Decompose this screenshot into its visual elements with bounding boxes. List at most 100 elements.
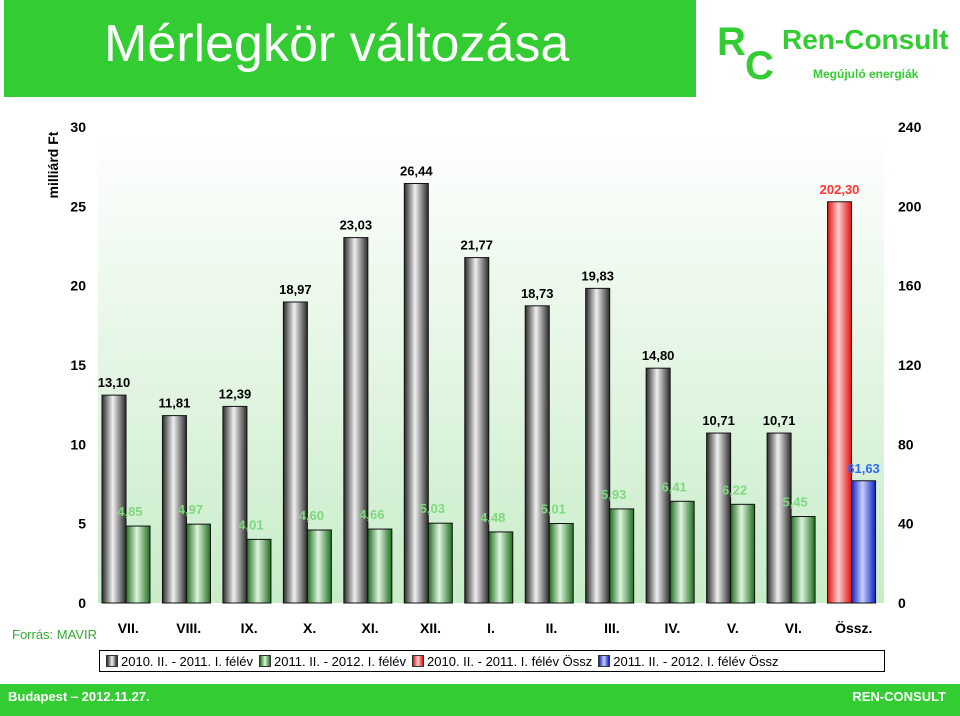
legend-item-total-b: 2011. II. - 2012. I. félév Össz — [598, 653, 779, 669]
y-tick-label-left: 0 — [78, 595, 86, 611]
y-axis-label: milliárd Ft — [45, 131, 61, 198]
chart-legend: 2010. II. - 2011. I. félév 2011. II. - 2… — [99, 650, 885, 672]
data-label: 18,97 — [279, 282, 312, 297]
x-tick-label: X. — [303, 620, 316, 636]
bar-series-a — [464, 257, 490, 604]
bar-series-a — [766, 432, 792, 604]
data-label: 6,22 — [722, 482, 747, 497]
data-label: 4,01 — [238, 517, 263, 532]
bar-series-a — [282, 301, 308, 604]
bar-series-b — [125, 525, 151, 604]
bar-series-a — [585, 287, 611, 604]
bar-series-a — [343, 237, 369, 604]
x-tick-label: XI. — [362, 620, 379, 636]
x-tick-label: IX. — [241, 620, 258, 636]
bar-series-a — [645, 367, 671, 604]
data-label: 61,63 — [847, 461, 880, 476]
data-label: 23,03 — [340, 218, 373, 233]
data-label: 14,80 — [642, 348, 675, 363]
logo-company-name: Ren-Consult — [782, 24, 949, 55]
data-label: 4,66 — [359, 507, 384, 522]
data-label: 202,30 — [820, 182, 860, 197]
footer-bar: Budapest – 2012.11.27. REN-CONSULT — [0, 684, 960, 716]
data-label: 11,81 — [159, 396, 191, 411]
footer-date: Budapest – 2012.11.27. — [8, 689, 150, 704]
bar-series-b — [185, 523, 211, 604]
x-tick-label: III. — [604, 620, 620, 636]
legend-item-series-b: 2011. II. - 2012. I. félév — [259, 654, 406, 669]
data-label: 13,10 — [98, 375, 131, 390]
y-tick-label-left: 20 — [70, 278, 86, 294]
data-label: 4,60 — [299, 508, 324, 523]
logo-letter-c: C — [745, 44, 774, 88]
bar-series-a — [524, 305, 550, 604]
legend-swatch-red — [412, 655, 425, 667]
bar-series-b — [548, 523, 574, 604]
x-tick-label: VI. — [785, 620, 802, 636]
data-label: 10,71 — [702, 413, 735, 428]
y-tick-label-right: 40 — [898, 516, 914, 532]
bar-total-b — [851, 480, 877, 604]
data-label: 26,44 — [400, 163, 433, 178]
y-tick-label-left: 5 — [78, 516, 86, 532]
x-tick-label: XII. — [420, 620, 441, 636]
y-tick-label-right: 0 — [898, 595, 906, 611]
x-tick-label: VII. — [118, 620, 139, 636]
legend-label-series-b: 2011. II. - 2012. I. félév — [274, 653, 407, 669]
bar-series-a — [101, 394, 127, 604]
data-label: 5,03 — [420, 501, 445, 516]
y-tick-label-right: 80 — [898, 436, 914, 452]
bar-series-b — [488, 531, 514, 604]
data-label: 6,41 — [661, 479, 686, 494]
bar-series-b — [669, 500, 695, 604]
bar-series-a — [222, 405, 248, 604]
x-tick-label: I. — [487, 620, 495, 636]
legend-item-series-a: 2010. II. - 2011. I. félév — [106, 654, 253, 669]
bar-chart: milliárd Ft 0 5 10 15 20 25 30 0 40 80 120 160 200 2… — [45, 119, 922, 636]
bar-series-b — [790, 516, 816, 604]
y-tick-label-left: 15 — [70, 357, 86, 373]
bar-series-a — [706, 432, 732, 604]
legend-item-total-a: 2010. II. - 2011. I. félév Össz — [412, 654, 592, 669]
bar-series-b — [306, 529, 332, 604]
source-note: Forrás: MAVIR — [12, 627, 97, 642]
y-tick-label-right: 120 — [898, 357, 922, 373]
header-banner: Mérlegkör változása — [4, 0, 696, 97]
bar-series-b — [609, 508, 635, 604]
legend-label-total-b: 2011. II. - 2012. I. félév Össz — [613, 653, 779, 669]
y-tick-label-left: 25 — [70, 198, 86, 214]
data-label: 21,77 — [460, 238, 493, 253]
y-tick-label-left: 30 — [70, 119, 86, 135]
data-label: 4,97 — [178, 502, 203, 517]
legend-label-series-a: 2010. II. - 2011. I. félév — [121, 653, 254, 669]
legend-swatch-green — [259, 655, 272, 667]
data-label: 10,71 — [763, 413, 796, 428]
y-tick-label-right: 200 — [898, 198, 922, 214]
y-tick-label-right: 160 — [898, 278, 922, 294]
data-label: 5,93 — [601, 487, 626, 502]
bar-series-b — [246, 538, 272, 604]
x-tick-label: VIII. — [176, 620, 201, 636]
legend-label-total-a: 2010. II. - 2011. I. félév Össz — [427, 653, 593, 669]
bar-series-a — [403, 182, 429, 604]
y-tick-label-left: 10 — [70, 436, 86, 452]
legend-swatch-gray — [106, 655, 118, 667]
bar-series-a — [161, 415, 187, 604]
bar-series-b — [367, 528, 393, 604]
legend-swatch-blue — [598, 655, 611, 667]
bar-total-a — [827, 201, 853, 604]
x-tick-label: II. — [546, 620, 558, 636]
data-label: 18,73 — [521, 286, 554, 301]
page-title: Mérlegkör változása — [104, 15, 570, 73]
y-tick-label-right: 240 — [898, 119, 922, 135]
data-label: 5,45 — [782, 495, 807, 510]
logo-letter-r: R — [717, 20, 746, 64]
footer-company: REN-CONSULT — [852, 689, 946, 704]
data-label: 12,39 — [219, 386, 252, 401]
data-label: 19,83 — [581, 268, 614, 283]
x-tick-label: IV. — [664, 620, 680, 636]
x-tick-label: Össz. — [835, 620, 872, 636]
company-logo: R C Ren-Consult Megújuló energiák — [700, 0, 960, 97]
bar-series-b — [427, 522, 453, 604]
x-tick-label: V. — [727, 620, 739, 636]
